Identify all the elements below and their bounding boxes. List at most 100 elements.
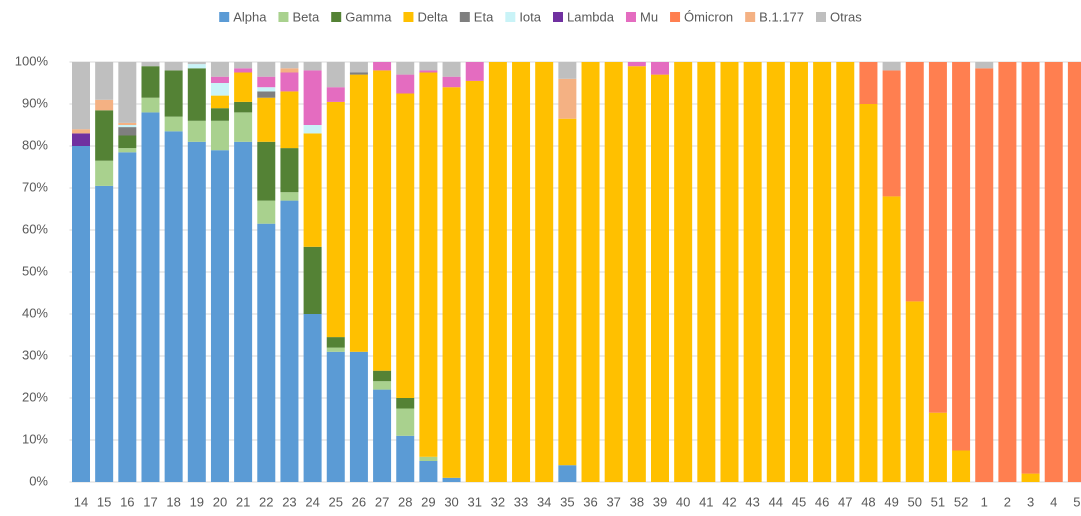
legend-label: Gamma	[345, 9, 392, 24]
x-tick-label: 52	[954, 494, 968, 509]
bar-segment	[882, 196, 901, 482]
x-tick-label: 45	[792, 494, 806, 509]
bar-segment	[257, 62, 276, 77]
bar-segment	[766, 62, 785, 482]
bar-segment	[187, 64, 206, 69]
legend-label: Otras	[830, 9, 862, 24]
bar-segment	[303, 62, 322, 71]
bar-segment	[558, 465, 577, 482]
x-tick-label: 29	[421, 494, 435, 509]
bar-segment	[210, 83, 229, 96]
bar-segment	[280, 148, 299, 193]
x-tick-label: 23	[282, 494, 296, 509]
x-tick-label: 1	[981, 494, 988, 509]
bar-segment	[558, 118, 577, 466]
bar-segment	[118, 122, 137, 125]
y-tick-label: 90%	[22, 95, 48, 110]
bar-segment	[95, 160, 114, 186]
x-tick-label: 27	[375, 494, 389, 509]
x-tick-label: 15	[97, 494, 111, 509]
bar-segment	[280, 62, 299, 69]
legend-swatch	[278, 12, 289, 22]
bar-segment	[396, 62, 415, 75]
bar-segment	[280, 68, 299, 73]
bar-segment	[187, 68, 206, 121]
y-tick-label: 30%	[22, 347, 48, 362]
bar-segment	[442, 87, 461, 478]
bar-segment	[720, 62, 739, 482]
bar-segment	[558, 62, 577, 79]
x-tick-label: 25	[329, 494, 343, 509]
bar-segment	[141, 62, 160, 67]
bar-segment	[558, 78, 577, 119]
bar-segment	[419, 62, 438, 71]
bar-segment	[1021, 473, 1040, 482]
bar-segment	[627, 66, 646, 482]
bar-segment	[1044, 62, 1063, 482]
bar-segment	[210, 108, 229, 121]
x-tick-label: 51	[931, 494, 945, 509]
bar-segment	[326, 62, 345, 88]
x-tick-label: 39	[653, 494, 667, 509]
bar-segment	[118, 127, 137, 136]
bar-segment	[396, 93, 415, 398]
y-tick-label: 50%	[22, 263, 48, 278]
bar-segment	[72, 62, 90, 130]
bar-segment	[419, 461, 438, 482]
y-tick-label: 40%	[22, 305, 48, 320]
bar-segment	[257, 141, 276, 201]
bar-segment	[118, 125, 137, 128]
legend-swatch	[459, 12, 470, 22]
x-tick-label: 38	[630, 494, 644, 509]
legend-label: Beta	[292, 9, 320, 24]
bar-segment	[604, 62, 623, 482]
x-tick-label: 50	[908, 494, 922, 509]
x-tick-label: 36	[583, 494, 597, 509]
bar-segment	[187, 62, 206, 65]
legend-swatch	[403, 12, 414, 22]
x-tick-label: 16	[120, 494, 134, 509]
legend: Alpha Beta Gamma Delta Eta Iota Lambda Mu Ómicro…	[219, 9, 862, 24]
bar-segment	[373, 62, 392, 71]
x-tick-label: 24	[305, 494, 319, 509]
bar-segment	[975, 62, 994, 69]
bar-segment	[651, 62, 669, 75]
bar-segment	[813, 62, 832, 482]
x-tick-label: 48	[861, 494, 875, 509]
legend-label: Iota	[519, 9, 541, 24]
bar-segment	[210, 76, 229, 83]
bar-segment	[234, 101, 253, 113]
legend-label: B.1.177	[759, 9, 804, 24]
bar-segment	[465, 62, 484, 81]
bar-segment	[72, 129, 90, 134]
bar-segment	[234, 112, 253, 142]
x-tick-label: 42	[722, 494, 736, 509]
bar-segment	[303, 314, 322, 482]
bar-segment	[72, 146, 90, 482]
bar-segment	[859, 62, 878, 104]
bar-segment	[118, 135, 137, 149]
bar-segment	[280, 72, 299, 92]
bar-segment	[349, 351, 368, 482]
bar-segment	[95, 62, 114, 100]
bar-segment	[326, 347, 345, 352]
bar-segment	[257, 87, 276, 92]
x-tick-label: 26	[352, 494, 366, 509]
bar-segment	[95, 185, 114, 482]
bar-segment	[95, 110, 114, 161]
x-tick-label: 47	[838, 494, 852, 509]
bar-segment	[697, 62, 716, 482]
bar-segment	[210, 95, 229, 109]
bar-segment	[349, 74, 368, 352]
bar-segment	[743, 62, 762, 482]
bar-segment	[836, 62, 855, 482]
bar-segment	[952, 62, 971, 451]
bar-segment	[928, 412, 947, 482]
bar-segment	[280, 91, 299, 149]
bar-segment	[349, 62, 368, 73]
x-tick-label: 20	[213, 494, 227, 509]
bar-segment	[419, 70, 438, 73]
bar-segment	[998, 62, 1017, 482]
bar-segment	[975, 68, 994, 483]
bar-segment	[210, 150, 229, 482]
